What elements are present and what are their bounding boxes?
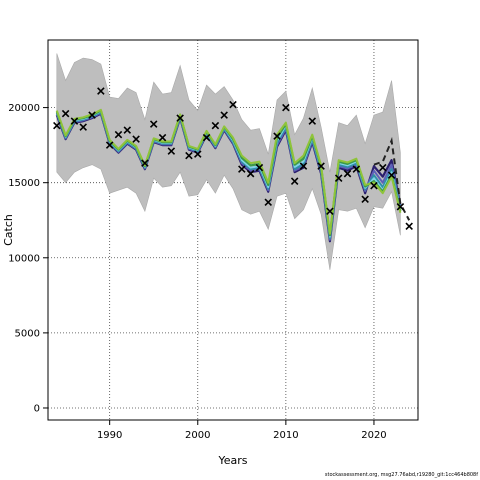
footer-source: stockassessment.org, msg27.76abd,r19280_…	[325, 472, 478, 478]
observed-point-2021	[378, 163, 387, 172]
y-tick-label-1: 5000	[15, 328, 40, 339]
observed-point-1984	[53, 121, 61, 130]
x-tick-label-1: 2000	[185, 430, 210, 441]
observed-point-2016	[334, 174, 343, 182]
observed-point-1986	[70, 117, 79, 125]
observed-point-2004	[229, 100, 237, 109]
observed-point-2009	[273, 132, 281, 140]
x-axis-ticks: 1990 2000 2010 2020	[97, 420, 387, 441]
y-tick-label-3: 15000	[8, 178, 40, 189]
observed-point-2002	[211, 121, 220, 130]
observed-point-2011	[290, 177, 299, 185]
observed-point-1992	[123, 126, 132, 134]
observed-point-1993	[132, 135, 140, 143]
y-axis-ticks: 0 5000 10000 15000 20000	[8, 103, 48, 414]
observed-point-2006	[246, 169, 255, 178]
observed-point-1998	[176, 114, 184, 122]
observed-catch-points	[53, 87, 413, 231]
observed-point-1985	[61, 109, 70, 118]
observed-point-2020	[370, 181, 378, 190]
observed-point-1991	[114, 130, 123, 139]
observed-point-1999	[185, 151, 193, 160]
observed-point-2003	[220, 111, 228, 119]
observed-point-1988	[88, 111, 96, 119]
x-tick-label-2: 2010	[273, 430, 298, 441]
series-lines	[55, 108, 402, 243]
observed-point-2015	[326, 207, 334, 215]
observed-point-2008	[264, 198, 273, 206]
observed-point-2024	[405, 222, 413, 231]
observed-point-1987	[79, 123, 88, 131]
observed-point-2007	[255, 163, 264, 172]
observed-point-1989	[97, 87, 105, 95]
band-area	[56, 53, 401, 270]
observed-point-2013	[308, 117, 317, 125]
y-tick-label-4: 20000	[8, 103, 40, 114]
observed-point-2001	[202, 133, 211, 142]
observed-point-2023	[396, 202, 405, 211]
observed-point-2014	[317, 162, 325, 170]
y-axis-label: Catch	[2, 214, 15, 246]
y-tick-label-2: 10000	[8, 253, 40, 264]
observed-point-1990	[105, 141, 114, 149]
plot-frame	[47, 39, 419, 421]
y-tick-label-0: 0	[34, 403, 40, 414]
x-tick-label-3: 2020	[361, 430, 386, 441]
observed-point-2010	[282, 103, 290, 112]
observed-point-2005	[238, 165, 246, 173]
observed-point-2012	[299, 162, 308, 170]
observed-point-2000	[193, 150, 202, 158]
observed-point-1995	[149, 120, 158, 128]
x-axis-label: Years	[217, 454, 247, 467]
observed-point-1996	[158, 133, 167, 142]
observed-point-2022	[387, 171, 396, 179]
observed-point-2017	[343, 169, 352, 178]
observed-point-1994	[141, 159, 149, 167]
x-tick-label-0: 1990	[97, 430, 122, 441]
series-line-5	[55, 108, 402, 235]
observed-point-2018	[352, 165, 361, 173]
observed-point-2019	[361, 195, 369, 203]
observed-point-1997	[167, 147, 176, 155]
confidence-band	[56, 53, 401, 270]
